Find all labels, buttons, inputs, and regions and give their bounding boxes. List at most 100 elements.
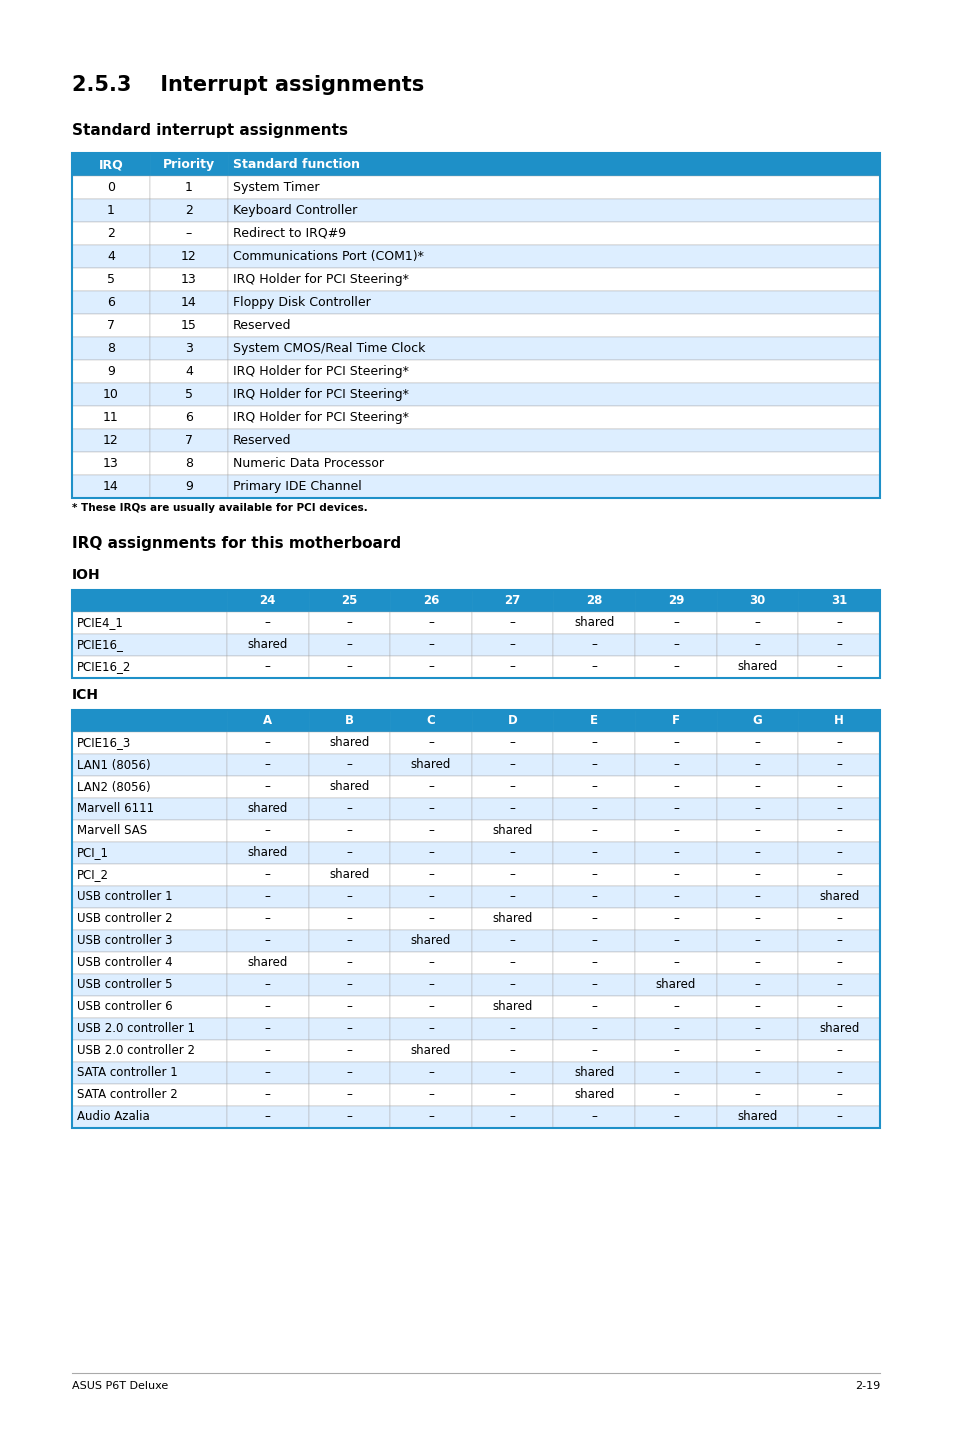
Bar [390, 886, 472, 907]
Text: 1: 1 [185, 181, 193, 194]
Text: –: – [509, 617, 515, 630]
Text: –: – [428, 1089, 434, 1102]
Bar [716, 886, 798, 907]
Bar [309, 1106, 390, 1127]
Bar [71, 1040, 227, 1063]
Text: –: – [672, 1089, 679, 1102]
Text: 7: 7 [107, 319, 115, 332]
Text: shared: shared [492, 824, 533, 837]
Text: –: – [754, 1089, 760, 1102]
Bar [150, 406, 228, 429]
Bar [71, 997, 227, 1018]
Text: shared: shared [818, 890, 859, 903]
Bar [390, 656, 472, 677]
Text: USB controller 6: USB controller 6 [77, 1001, 172, 1014]
Text: –: – [754, 847, 760, 860]
Text: –: – [265, 758, 271, 772]
Text: –: – [754, 890, 760, 903]
Bar [228, 383, 879, 406]
Bar [798, 754, 879, 777]
Bar [150, 429, 228, 452]
Text: 1: 1 [107, 204, 114, 217]
Bar [716, 777, 798, 798]
Text: 14: 14 [103, 480, 119, 493]
Text: –: – [836, 847, 841, 860]
Bar [71, 732, 227, 754]
Bar [309, 590, 390, 613]
Text: USB controller 5: USB controller 5 [77, 978, 172, 991]
Bar [798, 930, 879, 952]
Text: –: – [265, 1110, 271, 1123]
Bar [553, 907, 635, 930]
Text: 7: 7 [185, 434, 193, 447]
Bar [716, 952, 798, 974]
Bar [228, 452, 879, 475]
Bar [553, 710, 635, 732]
Text: 2.5.3    Interrupt assignments: 2.5.3 Interrupt assignments [71, 75, 424, 95]
Text: –: – [265, 736, 271, 749]
Text: –: – [509, 736, 515, 749]
Bar [71, 406, 150, 429]
Bar [472, 1106, 553, 1127]
Bar [390, 634, 472, 656]
Text: –: – [346, 638, 352, 651]
Text: –: – [836, 913, 841, 926]
Text: –: – [672, 638, 679, 651]
Text: PCIE16_: PCIE16_ [77, 638, 124, 651]
Text: IRQ Holder for PCI Steering*: IRQ Holder for PCI Steering* [233, 273, 409, 286]
Bar [798, 798, 879, 820]
Text: USB controller 1: USB controller 1 [77, 890, 172, 903]
Bar [227, 590, 309, 613]
Text: 30: 30 [749, 594, 765, 607]
Text: B: B [345, 715, 354, 728]
Text: –: – [836, 956, 841, 969]
Text: –: – [265, 869, 271, 881]
Text: –: – [754, 736, 760, 749]
Text: –: – [509, 1089, 515, 1102]
Text: –: – [186, 227, 192, 240]
Bar [635, 798, 716, 820]
Bar [716, 710, 798, 732]
Bar [71, 798, 227, 820]
Bar [798, 1018, 879, 1040]
Bar [635, 1018, 716, 1040]
Bar [228, 267, 879, 290]
Text: –: – [428, 869, 434, 881]
Bar [71, 360, 150, 383]
Text: –: – [428, 638, 434, 651]
Bar [635, 886, 716, 907]
Bar [798, 777, 879, 798]
Bar [71, 175, 150, 198]
Bar [553, 656, 635, 677]
Bar [553, 634, 635, 656]
Text: –: – [591, 802, 597, 815]
Text: –: – [754, 956, 760, 969]
Bar [716, 997, 798, 1018]
Text: –: – [836, 824, 841, 837]
Bar [150, 360, 228, 383]
Bar [798, 886, 879, 907]
Text: –: – [265, 935, 271, 948]
Text: Priority: Priority [163, 158, 214, 171]
Bar [227, 1040, 309, 1063]
Bar [309, 886, 390, 907]
Text: 10: 10 [103, 388, 119, 401]
Text: –: – [672, 1110, 679, 1123]
Text: Standard interrupt assignments: Standard interrupt assignments [71, 124, 348, 138]
Text: shared: shared [248, 638, 288, 651]
Text: –: – [509, 1022, 515, 1035]
Text: –: – [754, 913, 760, 926]
Text: –: – [346, 1001, 352, 1014]
Bar [71, 590, 879, 677]
Text: –: – [509, 1110, 515, 1123]
Bar [553, 843, 635, 864]
Bar [228, 336, 879, 360]
Text: shared: shared [492, 1001, 533, 1014]
Text: –: – [265, 781, 271, 794]
Bar [472, 1084, 553, 1106]
Text: –: – [672, 758, 679, 772]
Text: –: – [836, 781, 841, 794]
Text: –: – [428, 978, 434, 991]
Text: –: – [428, 660, 434, 673]
Bar [309, 1040, 390, 1063]
